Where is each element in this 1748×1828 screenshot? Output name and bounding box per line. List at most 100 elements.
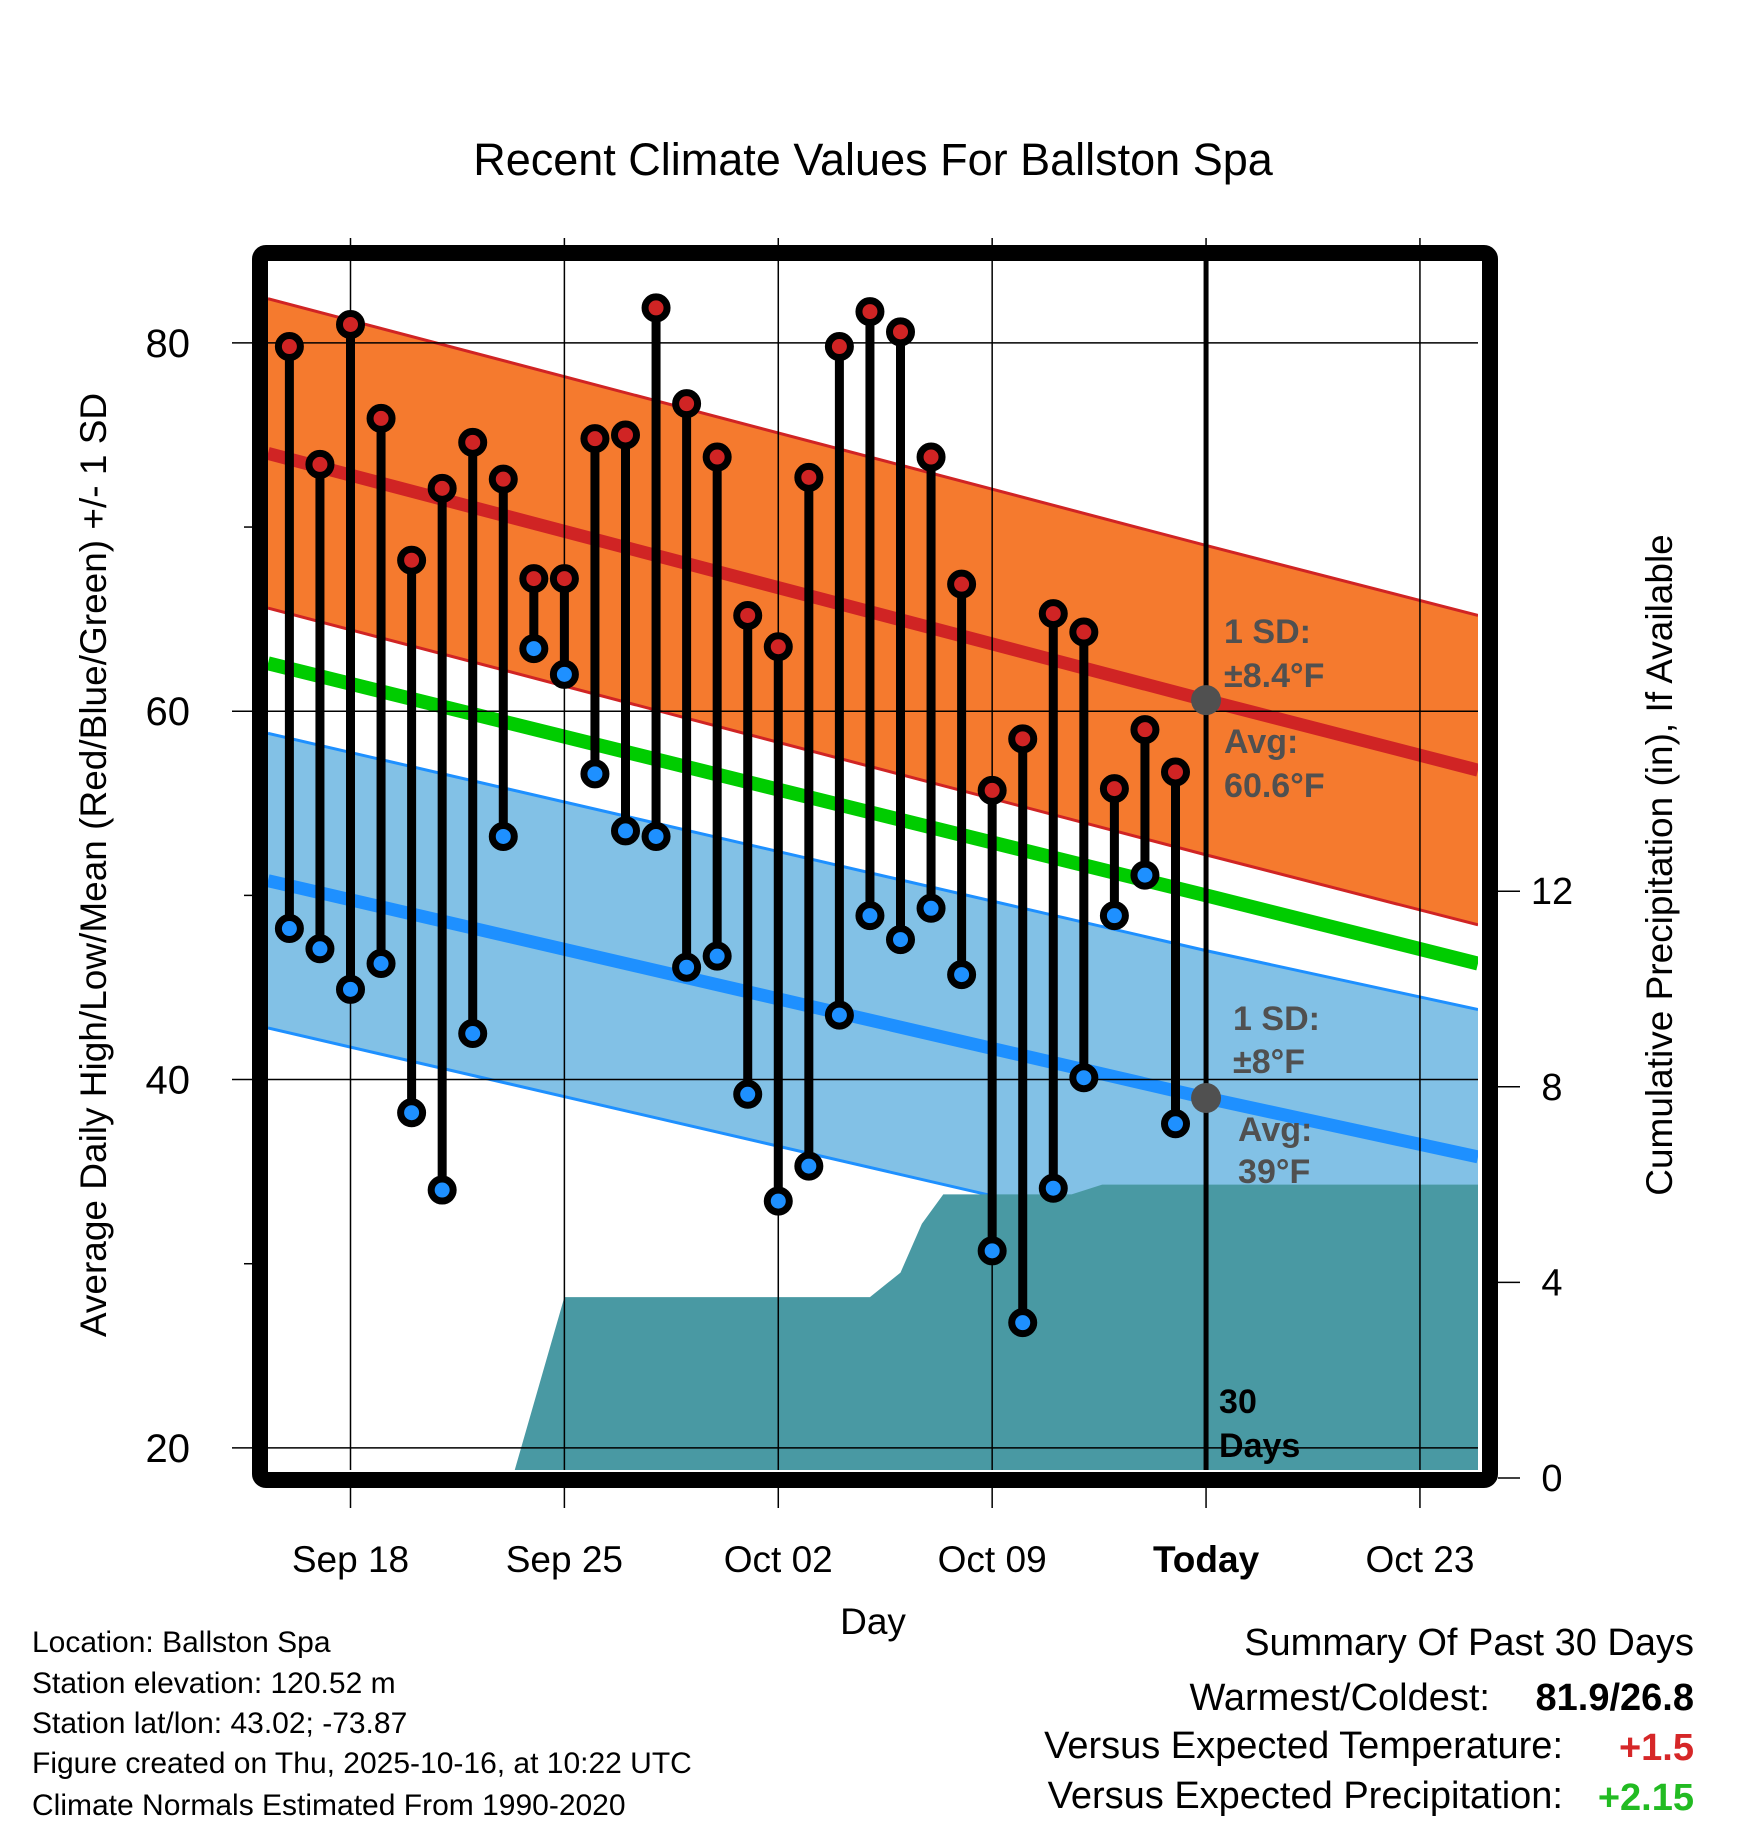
high-marker bbox=[427, 473, 457, 503]
info-normals: Climate Normals Estimated From 1990-2020 bbox=[32, 1789, 626, 1822]
x-tick-label: Oct 02 bbox=[724, 1539, 833, 1580]
low-marker bbox=[1161, 1109, 1190, 1139]
high-marker bbox=[1008, 724, 1038, 754]
high-marker bbox=[1161, 757, 1190, 787]
low-avg-marker bbox=[1191, 1082, 1222, 1113]
high-marker bbox=[702, 442, 732, 472]
y-tick-label: 80 bbox=[146, 322, 191, 366]
summary-temp-value: +1.5 bbox=[1619, 1727, 1694, 1769]
y-axis-label: Average Daily High/Low/Mean (Red/Blue/Gr… bbox=[73, 393, 114, 1337]
low-marker bbox=[488, 821, 518, 851]
low-marker bbox=[855, 901, 885, 931]
y-tick-label: 40 bbox=[146, 1059, 191, 1103]
high-marker bbox=[886, 317, 915, 347]
high-marker bbox=[916, 442, 946, 472]
y2-tick-label: 4 bbox=[1541, 1262, 1562, 1304]
info-location: Location: Ballston Spa bbox=[32, 1626, 331, 1659]
low-marker bbox=[641, 821, 671, 851]
high-marker bbox=[519, 564, 549, 594]
low-marker bbox=[397, 1098, 427, 1128]
high-avg-label: Avg: bbox=[1224, 723, 1298, 761]
today-days-label-line2: Days bbox=[1219, 1427, 1300, 1465]
high-marker bbox=[274, 332, 304, 362]
low-marker bbox=[1008, 1308, 1038, 1338]
summary-warm-cold-value: 81.9/26.8 bbox=[1536, 1677, 1694, 1719]
y2-axis-label: Cumulative Precipitation (in), If Availa… bbox=[1639, 534, 1680, 1196]
high-marker bbox=[947, 569, 977, 599]
high-marker bbox=[458, 427, 488, 457]
summary-title: Summary Of Past 30 Days bbox=[1244, 1622, 1694, 1664]
summary-warm-cold-label: Warmest/Coldest: bbox=[1189, 1677, 1490, 1719]
high-marker bbox=[794, 462, 824, 492]
high-marker bbox=[824, 332, 854, 362]
high-marker bbox=[336, 309, 365, 339]
y2-tick-label: 12 bbox=[1531, 871, 1573, 913]
x-axis-label: Day bbox=[840, 1601, 906, 1642]
low-avg-value: 39°F bbox=[1238, 1153, 1310, 1191]
low-marker bbox=[458, 1019, 488, 1049]
summary-block: Summary Of Past 30 Days Warmest/Coldest:… bbox=[1044, 1622, 1694, 1819]
high-marker bbox=[1038, 599, 1068, 629]
low-marker bbox=[366, 949, 396, 979]
low-marker bbox=[733, 1079, 763, 1109]
station-info: Location: Ballston Spa Station elevation… bbox=[32, 1626, 692, 1822]
low-avg-label: Avg: bbox=[1238, 1111, 1312, 1149]
high-marker bbox=[1069, 617, 1099, 647]
high-marker bbox=[672, 389, 702, 419]
low-marker bbox=[427, 1175, 457, 1205]
low-marker bbox=[274, 914, 304, 944]
low-marker bbox=[549, 659, 579, 689]
low-marker bbox=[763, 1186, 793, 1216]
low-marker bbox=[702, 941, 732, 971]
today-days-label-line1: 30 bbox=[1219, 1383, 1257, 1421]
y-tick-label: 60 bbox=[146, 690, 191, 734]
high-marker bbox=[1099, 774, 1129, 804]
high-marker bbox=[397, 545, 427, 575]
low-marker bbox=[977, 1236, 1007, 1266]
high-avg-marker bbox=[1191, 685, 1222, 716]
y2-tick-label: 0 bbox=[1541, 1458, 1562, 1500]
low-marker bbox=[916, 893, 946, 923]
y2-tick-label: 8 bbox=[1541, 1067, 1562, 1109]
precipitation-area bbox=[514, 1184, 1478, 1470]
chart-title: Recent Climate Values For Ballston Spa bbox=[473, 134, 1274, 185]
high-marker bbox=[366, 403, 396, 433]
low-marker bbox=[580, 759, 610, 789]
high-marker bbox=[1130, 715, 1160, 745]
x-tick-label: Oct 09 bbox=[938, 1539, 1047, 1580]
info-latlon: Station lat/lon: 43.02; -73.87 bbox=[32, 1707, 407, 1740]
high-sd-value: ±8.4°F bbox=[1224, 657, 1324, 695]
low-marker bbox=[611, 816, 640, 846]
low-sd-value: ±8°F bbox=[1233, 1043, 1305, 1081]
y-tick-label: 20 bbox=[146, 1427, 191, 1471]
low-marker bbox=[886, 925, 915, 955]
low-marker bbox=[1038, 1173, 1068, 1203]
summary-precip-value: +2.15 bbox=[1598, 1777, 1694, 1819]
summary-temp-label: Versus Expected Temperature: bbox=[1044, 1725, 1563, 1767]
info-created: Figure created on Thu, 2025-10-16, at 10… bbox=[32, 1747, 692, 1780]
high-marker bbox=[855, 297, 885, 327]
high-sd-label: 1 SD: bbox=[1224, 613, 1311, 651]
x-tick-label: Sep 18 bbox=[292, 1539, 409, 1580]
high-marker bbox=[763, 632, 793, 662]
high-marker bbox=[641, 293, 671, 323]
high-marker bbox=[549, 564, 579, 594]
low-marker bbox=[1099, 901, 1129, 931]
high-avg-value: 60.6°F bbox=[1224, 767, 1325, 805]
low-marker bbox=[947, 960, 977, 990]
low-sd-label: 1 SD: bbox=[1233, 1000, 1320, 1038]
low-marker bbox=[305, 934, 335, 964]
low-marker bbox=[519, 634, 549, 664]
low-marker bbox=[672, 952, 702, 982]
low-marker bbox=[1130, 860, 1160, 890]
summary-precip-label: Versus Expected Precipitation: bbox=[1048, 1775, 1563, 1817]
high-marker bbox=[305, 449, 335, 479]
x-tick-label: Today bbox=[1153, 1539, 1260, 1580]
high-marker bbox=[488, 464, 518, 494]
high-marker bbox=[977, 775, 1007, 805]
high-marker bbox=[733, 600, 763, 630]
plot-frame bbox=[252, 245, 1498, 1488]
low-marker bbox=[794, 1151, 824, 1181]
info-elevation: Station elevation: 120.52 m bbox=[32, 1667, 396, 1700]
